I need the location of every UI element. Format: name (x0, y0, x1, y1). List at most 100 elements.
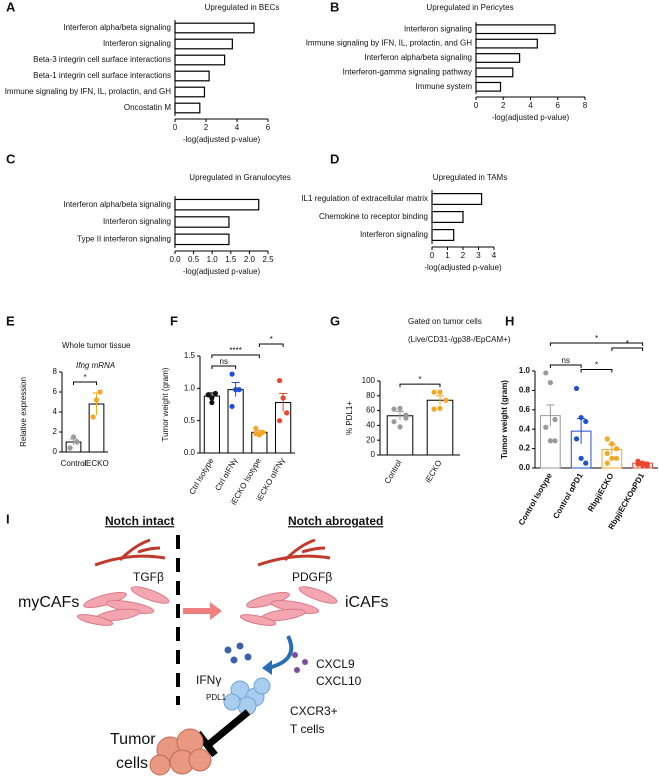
y-tick-label: 40 (366, 421, 375, 430)
panel-letter: G (330, 313, 340, 328)
category-label: Interferon alpha/beta signaling (63, 23, 171, 32)
category-label: IL1 regulation of extracellular matrix (301, 194, 428, 203)
data-point (403, 412, 409, 418)
data-point (391, 419, 397, 425)
fibroblasts (76, 586, 338, 626)
category-label: Type II interferon signaling (77, 234, 171, 243)
y-tick-label: 0 (53, 447, 58, 456)
y-axis-label: Tumor weight (gram) (161, 367, 170, 441)
x-tick-label: Control (383, 458, 404, 485)
bracket (211, 365, 237, 369)
y-axis-label: Tumor weight (gram) (500, 380, 509, 459)
panel-letter: F (170, 313, 178, 328)
y-tick-label: 100 (362, 376, 376, 385)
data-point (97, 389, 103, 395)
significance: * (418, 375, 421, 384)
data-point (209, 399, 215, 406)
data-point (205, 392, 211, 398)
diagram-label: TGFβ (133, 570, 164, 584)
x-tick-label: 8 (583, 101, 588, 110)
bar (174, 216, 230, 228)
data-point (229, 403, 235, 410)
bracket (73, 381, 97, 385)
x-tick-label: Control αPD1 (551, 471, 585, 520)
x-tick-label: 2 (461, 251, 466, 260)
x-axis-label: -log(adjusted p-value) (424, 263, 502, 272)
bar (475, 81, 502, 92)
y-tick-label: 1.0 (184, 383, 196, 392)
bracket (211, 354, 260, 358)
x-tick-label: 4 (492, 251, 497, 260)
bracket (399, 383, 441, 388)
significance: * (83, 373, 86, 382)
x-tick-label: 2 (501, 101, 506, 110)
ifng-dots (224, 642, 252, 664)
category-label: Immune signaling by IFN, IL, prolactin, … (5, 87, 172, 96)
diagram: I Notch intact Notch abrogated TGF (6, 511, 389, 776)
bracket (611, 347, 644, 351)
significance: **** (229, 346, 241, 355)
chart-subtitle: Ifng mRNA (76, 361, 115, 370)
y-tick-label: 2 (53, 427, 58, 436)
tumor-cells (149, 728, 212, 776)
panel-letter: B (330, 0, 339, 14)
diagram-label: T cells (290, 722, 324, 736)
data-point (431, 389, 437, 395)
data-point (573, 385, 580, 392)
x-tick-label: 3 (476, 251, 481, 260)
y-tick-label: 0 (371, 450, 376, 459)
bar (174, 233, 230, 246)
x-tick-label: Control (61, 459, 87, 468)
data-point (209, 395, 215, 401)
significance: ns (220, 357, 228, 366)
data-point (229, 371, 235, 377)
x-axis-label: -log(adjusted p-value) (183, 267, 261, 276)
diagram-label: CXCL10 (316, 674, 362, 688)
x-tick-label: 6 (556, 101, 561, 110)
y-tick-label: 0.0 (519, 463, 531, 472)
y-tick-label: 0.0 (184, 448, 196, 457)
x-tick-label: 0 (173, 123, 178, 132)
y-axis-label: Relative expression (19, 377, 28, 447)
y-tick-label: 8 (53, 367, 58, 376)
chart-title: Gated on tumor cells (408, 317, 482, 326)
inhibition (205, 709, 251, 748)
bar (475, 24, 556, 35)
x-tick-label: iECKO (84, 459, 108, 468)
x-tick-label: 1.5 (225, 255, 237, 264)
x-tick-label: Ctrl αIFNγ (213, 457, 239, 493)
data-point (635, 461, 641, 467)
bar (174, 38, 233, 50)
significance: * (626, 339, 629, 348)
data-point (604, 450, 610, 457)
chart-title: Upregulated in BECs (205, 3, 280, 12)
y-tick-label: 0.8 (519, 386, 531, 395)
data-point (547, 438, 553, 444)
category-label: Interferon signaling (360, 230, 428, 239)
category-label: Interferon signaling (103, 39, 171, 48)
data-point (397, 424, 403, 430)
t-cells (223, 677, 271, 716)
bar (174, 70, 210, 82)
data-point (431, 406, 437, 412)
x-tick-label: 1.0 (207, 255, 219, 264)
y-tick-label: 0.5 (184, 416, 196, 425)
bar (174, 198, 260, 211)
data-point (640, 462, 646, 468)
data-point (613, 455, 620, 461)
data-point (93, 397, 100, 403)
bar (174, 54, 226, 66)
data-point (543, 424, 549, 430)
diagram-heading: Notch abrogated (288, 514, 383, 528)
data-point (70, 434, 77, 440)
data-point (552, 416, 558, 423)
bar (475, 67, 514, 78)
panel-letter: H (505, 313, 514, 328)
diagram-label: cells (116, 755, 148, 772)
chart-title: Whole tumor tissue (62, 341, 131, 350)
category-label: Immune system (416, 82, 473, 91)
diagram-label: CXCL9 (316, 657, 355, 671)
category-label: Immune signaling by IFN, IL, prolactin, … (306, 39, 473, 48)
data-point (547, 380, 553, 386)
data-point (604, 460, 610, 466)
